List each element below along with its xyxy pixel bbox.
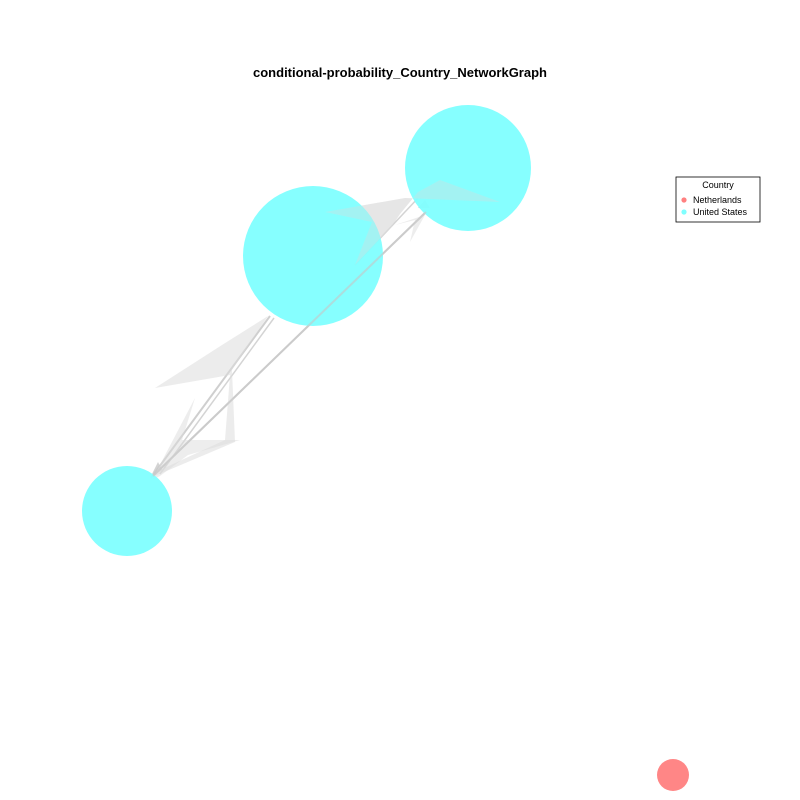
node-united-states[interactable] <box>243 186 383 326</box>
nodes <box>82 105 689 791</box>
legend-marker-united-states <box>681 209 687 215</box>
edge-band <box>395 215 425 242</box>
legend-title: Country <box>702 180 734 190</box>
edge-band <box>325 180 500 265</box>
legend-box <box>675 176 761 223</box>
edge-arrowhead <box>150 462 162 478</box>
edge-band <box>152 398 240 480</box>
legend-marker-netherlands <box>681 197 687 203</box>
graph-title: conditional-probability_Country_NetworkG… <box>253 65 547 80</box>
node-united-states[interactable] <box>82 466 172 556</box>
legend: Country Netherlands United States <box>675 176 761 223</box>
legend-label-netherlands: Netherlands <box>693 195 742 205</box>
edge-line <box>152 211 427 477</box>
node-netherlands[interactable] <box>657 759 689 791</box>
legend-label-united-states: United States <box>693 207 748 217</box>
edge-band <box>150 316 268 478</box>
node-united-states[interactable] <box>405 105 531 231</box>
edge-overlay <box>152 180 500 477</box>
